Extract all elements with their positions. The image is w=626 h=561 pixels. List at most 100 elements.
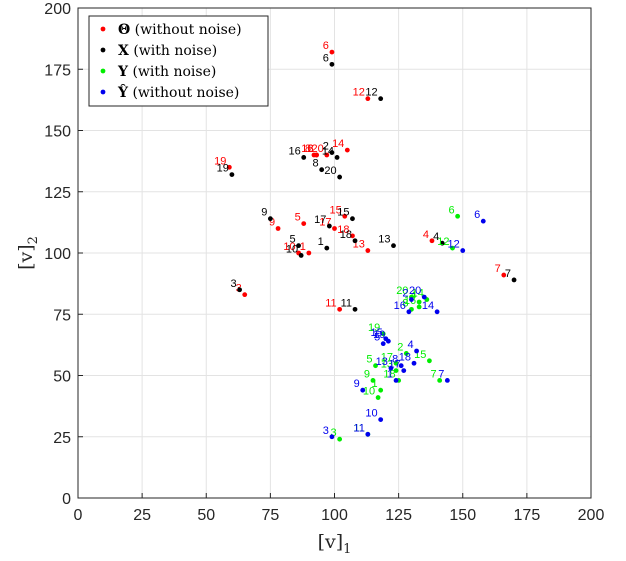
point-label: 13 xyxy=(376,356,388,368)
point-label: 10 xyxy=(365,408,377,420)
point-label: 3 xyxy=(230,278,236,290)
x-tick-label: 125 xyxy=(385,507,412,524)
point-marker xyxy=(301,221,307,227)
legend-symbol: Ŷ xyxy=(117,83,129,101)
x-tick-label: 50 xyxy=(197,507,215,524)
point-marker xyxy=(406,309,412,315)
point-label: 5 xyxy=(289,234,295,246)
point-marker xyxy=(398,363,404,369)
point-label: 19 xyxy=(368,322,380,334)
point-marker xyxy=(391,243,396,249)
point-marker xyxy=(409,297,414,302)
point-label: 9 xyxy=(269,217,275,229)
point-label: 3 xyxy=(323,425,329,437)
point-marker xyxy=(375,395,381,400)
legend: Θ (without noise)X (with noise)Y (with n… xyxy=(88,15,269,107)
point-marker xyxy=(460,248,466,253)
point-label: 7 xyxy=(505,268,511,280)
point-marker xyxy=(450,245,455,251)
point-marker xyxy=(352,306,358,312)
legend-entry: Ŷ (without noise) xyxy=(117,83,239,101)
legend-marker xyxy=(100,68,106,74)
legend-box xyxy=(88,15,269,107)
point-marker xyxy=(329,49,335,55)
point-marker xyxy=(393,378,399,383)
point-label: 17 xyxy=(314,214,326,226)
point-label: 10 xyxy=(286,243,298,255)
data-points: 1234567891011121314151617181920123456789… xyxy=(214,40,517,442)
point-marker xyxy=(350,233,355,239)
point-label: 10 xyxy=(283,241,295,253)
point-marker xyxy=(373,363,378,369)
point-marker xyxy=(511,277,517,283)
point-marker xyxy=(427,358,432,364)
point-marker xyxy=(401,368,407,373)
point-marker xyxy=(334,155,340,160)
point-marker xyxy=(434,309,440,315)
point-marker xyxy=(329,61,335,67)
point-marker xyxy=(306,250,312,256)
legend-text: (with noise) xyxy=(129,43,217,59)
y-tick-label: 75 xyxy=(53,307,71,324)
point-marker xyxy=(237,287,242,293)
point-marker xyxy=(350,216,355,222)
point-label: 12 xyxy=(353,87,365,99)
point-label: 16 xyxy=(394,300,406,312)
point-label: 9 xyxy=(261,207,267,219)
point-marker xyxy=(444,378,450,383)
legend-marker xyxy=(100,26,106,32)
point-marker xyxy=(365,431,371,437)
x-tick-label: 25 xyxy=(133,507,151,524)
legend-marker xyxy=(100,47,106,53)
x-tick-label: 100 xyxy=(321,507,348,524)
point-label: 20 xyxy=(409,285,421,297)
point-label: 13 xyxy=(378,234,390,246)
x-tick-label: 175 xyxy=(514,507,541,524)
point-label: 18 xyxy=(340,229,352,241)
point-label: 4 xyxy=(407,339,413,351)
point-marker xyxy=(275,226,281,231)
point-label: 6 xyxy=(474,209,480,221)
point-marker xyxy=(439,240,445,246)
point-marker xyxy=(332,226,337,231)
point-label: 12 xyxy=(365,87,377,99)
point-marker xyxy=(416,304,422,310)
point-label: 15 xyxy=(337,207,349,219)
point-marker xyxy=(437,378,443,383)
x-axis-label: [v]1 xyxy=(318,531,352,557)
point-label: 18 xyxy=(337,224,349,236)
point-label: 9 xyxy=(364,368,370,380)
point-marker xyxy=(403,351,409,356)
y-tick-label: 150 xyxy=(44,124,71,141)
point-label: 12 xyxy=(448,239,460,251)
y-tick-label: 0 xyxy=(62,491,71,508)
point-marker xyxy=(378,387,384,393)
point-label: 15 xyxy=(330,204,342,216)
point-label: 8 xyxy=(402,297,408,309)
point-marker xyxy=(342,213,348,219)
point-label: 19 xyxy=(373,329,385,341)
point-label: 5 xyxy=(295,212,301,224)
point-label: 2 xyxy=(323,141,329,153)
point-label: 8 xyxy=(305,143,311,155)
point-label: 6 xyxy=(323,40,329,52)
y-tick-label: 175 xyxy=(44,62,71,79)
legend-text: (with noise) xyxy=(128,64,216,80)
point-label: 7 xyxy=(495,263,501,275)
y-tick-label: 25 xyxy=(53,430,71,447)
x-tick-label: 200 xyxy=(578,507,605,524)
point-label: 11 xyxy=(353,422,364,434)
point-label: 1 xyxy=(300,241,306,253)
x-tick-label: 75 xyxy=(261,507,279,524)
point-marker xyxy=(370,378,376,383)
y-tick-label: 50 xyxy=(53,369,71,386)
point-label: 18 xyxy=(399,351,411,363)
point-label: 2 xyxy=(402,288,408,300)
point-label: 3 xyxy=(331,427,337,439)
point-marker xyxy=(378,417,384,422)
point-marker xyxy=(388,365,394,371)
point-marker xyxy=(319,167,325,173)
